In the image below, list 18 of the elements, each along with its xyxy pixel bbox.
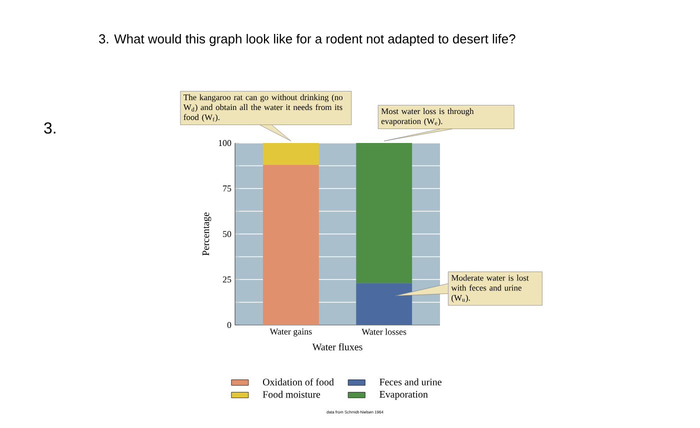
y-axis-title: Percentage xyxy=(202,212,212,256)
y-tick-label: 100 xyxy=(218,140,232,146)
y-tick-label: 75 xyxy=(223,186,232,192)
legend-label: Food moisture xyxy=(262,390,320,398)
y-tick-label: 0 xyxy=(227,322,232,328)
legend-label: Feces and urine xyxy=(380,378,442,386)
legend-label: Evaporation xyxy=(380,390,428,400)
annotation: The kangaroo rat can go without drinking (no W$_{d}$) and obtain all the water it needs from its food (W$_{f}$). xyxy=(183,94,343,122)
y-tick-label: 25 xyxy=(222,276,232,283)
y-tick-label: 50 xyxy=(223,230,232,238)
text: 3. xyxy=(44,122,56,134)
annotation: Most water loss is through evaporation (W$_{e}$). xyxy=(381,108,474,126)
text: Moderate water is lost with feces and urine (W$_{u}$). xyxy=(451,274,529,302)
x-axis-title: Water fluxes xyxy=(312,343,362,350)
chart-title: 3. What would this graph look like for a rodent not adapted to desert life? xyxy=(99,34,516,46)
legend-label: Oxidation of food xyxy=(262,378,334,386)
x-tick-label: Water gains xyxy=(270,328,312,336)
x-tick-label: Water losses xyxy=(362,328,406,335)
